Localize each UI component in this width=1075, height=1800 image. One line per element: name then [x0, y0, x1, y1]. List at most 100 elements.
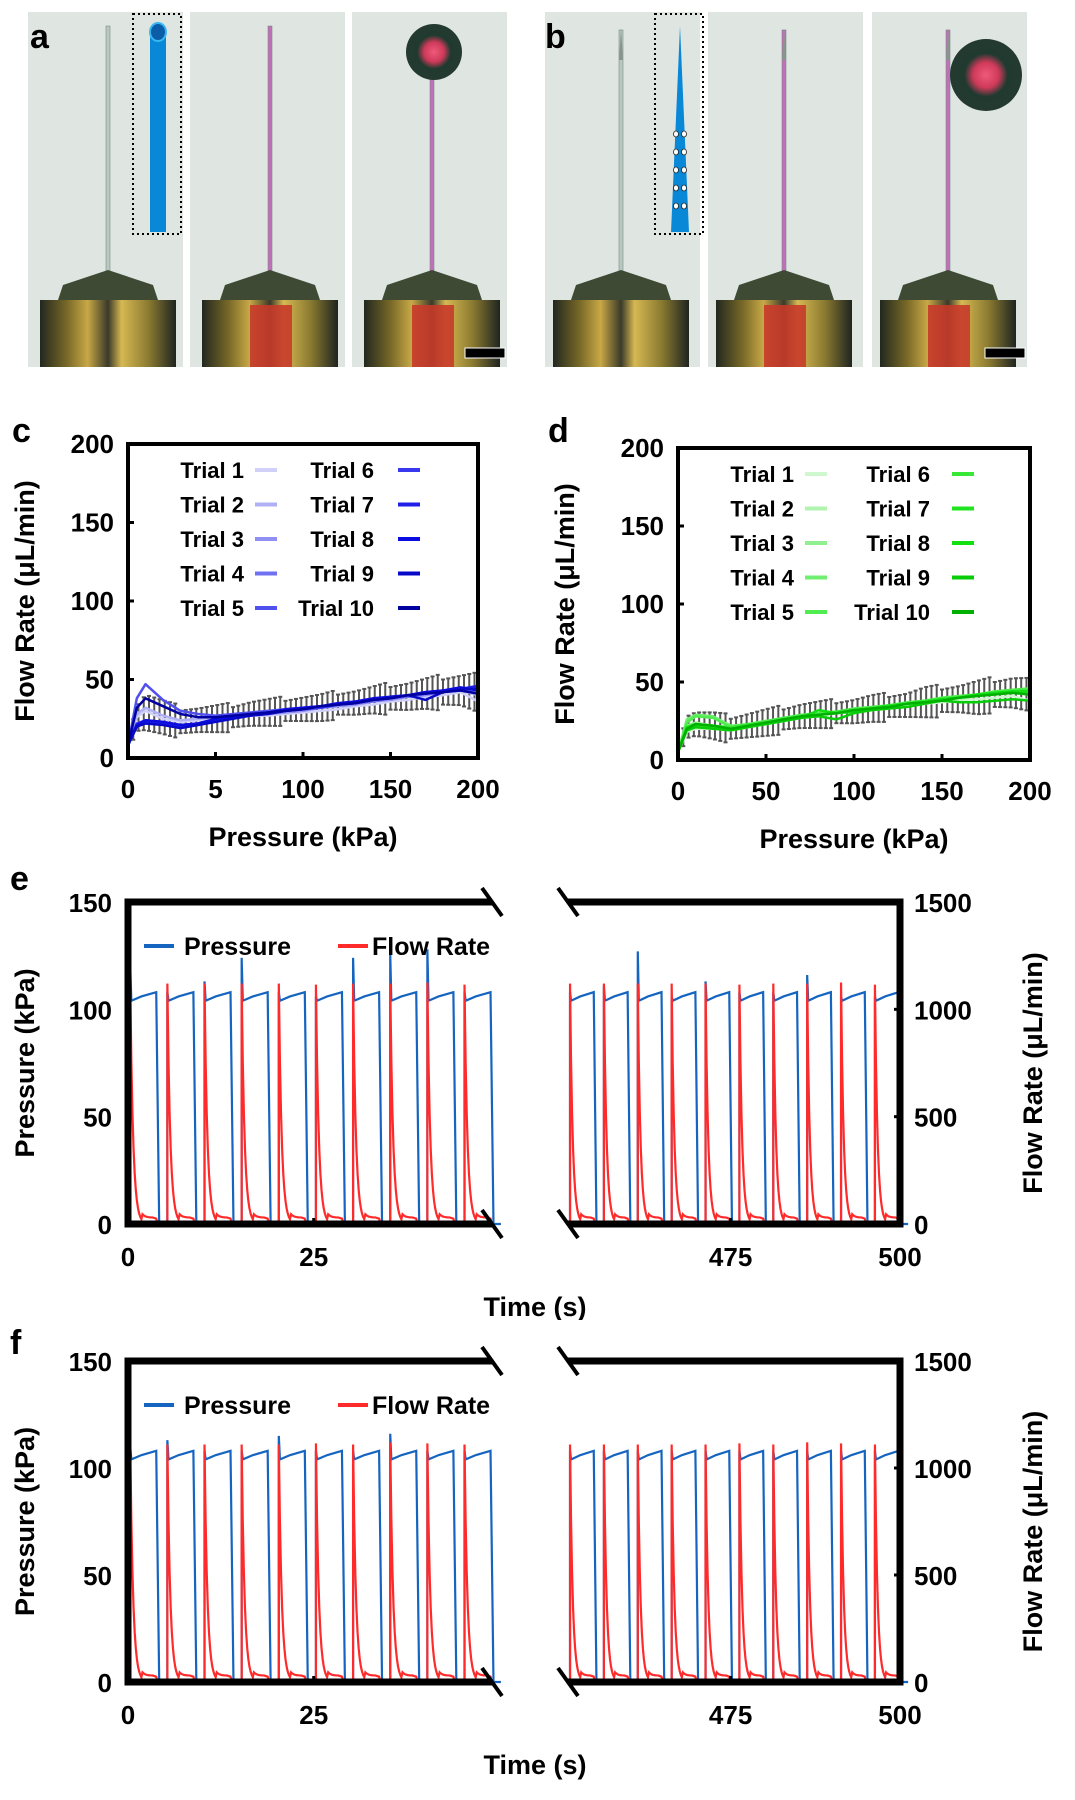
flow-pulse	[277, 1444, 308, 1683]
flow-pulse	[839, 982, 868, 1225]
side-hole-icon	[681, 166, 687, 174]
flow-pulse	[738, 1443, 766, 1683]
needle-hub	[571, 270, 671, 300]
axis-break-mark	[556, 1208, 580, 1240]
flow-pulse	[873, 984, 902, 1225]
y-axis-label-right: Flow Rate (μL/min)	[1018, 1411, 1048, 1653]
y-tick-label-right: 0	[914, 1210, 928, 1240]
flow-pulse	[314, 1443, 345, 1683]
scale-bar	[984, 347, 1026, 359]
legend-label-flow: Flow Rate	[372, 933, 490, 961]
legend-label: Trial 2	[180, 493, 244, 518]
microscope-images: a b	[28, 12, 1027, 367]
x-tick-label: 0	[671, 776, 685, 806]
legend-label: Trial 1	[730, 462, 794, 487]
legend-label: Trial 9	[310, 562, 374, 587]
inset-frame	[654, 13, 704, 235]
plot-frame	[676, 446, 1032, 762]
x-tick-label: 0	[121, 1700, 135, 1730]
flow-pulse	[351, 983, 382, 1225]
needle	[105, 25, 111, 272]
needle	[945, 29, 951, 276]
side-hole-icon	[681, 148, 687, 156]
inset-frame	[132, 13, 182, 235]
side-hole-icon	[681, 130, 687, 138]
y-axis-label: Flow Rate (μL/min)	[550, 483, 580, 725]
flow-pulse	[704, 1444, 732, 1683]
flow-pulse	[772, 983, 800, 1225]
legend-label: Trial 3	[730, 531, 794, 556]
legend-label-flow: Flow Rate	[372, 1392, 490, 1420]
needle-hub	[220, 270, 320, 300]
x-tick-label: 100	[832, 776, 875, 806]
legend-label: Trial 5	[730, 600, 794, 625]
x-tick-label: 0	[121, 1242, 135, 1272]
y-axis-label: Flow Rate (μL/min)	[10, 480, 40, 722]
flow-pulse	[351, 1444, 382, 1683]
flow-pulse	[602, 983, 631, 1225]
photo-frame	[545, 12, 704, 367]
y-axis-label-left: Pressure (kPa)	[10, 1427, 40, 1616]
y-tick-label-right: 500	[914, 1103, 957, 1133]
legend-label: Trial 6	[866, 462, 930, 487]
flow-pulse	[129, 983, 159, 1225]
legend-label: Trial 8	[866, 531, 930, 556]
flow-pulse	[602, 1444, 631, 1683]
x-tick-label: 150	[369, 774, 412, 804]
flow-pulse	[463, 984, 494, 1225]
axis-break-mark	[480, 1345, 504, 1377]
dye-fill	[764, 305, 806, 367]
x-tick-label: 200	[1008, 776, 1051, 806]
y-tick-label-left: 150	[69, 888, 112, 918]
y-tick-label: 150	[71, 508, 114, 538]
flow-pulse	[240, 1444, 271, 1683]
y-tick-label-right: 1500	[914, 888, 972, 918]
flow-pulse	[389, 1442, 419, 1683]
y-tick-label: 0	[650, 745, 664, 775]
side-hole-icon	[673, 148, 679, 156]
y-tick-label-right: 1500	[914, 1347, 972, 1377]
y-tick-label-left: 50	[83, 1103, 112, 1133]
x-tick-label: 50	[752, 776, 781, 806]
photo-frame	[708, 12, 863, 367]
flow-pulse	[389, 983, 419, 1225]
y-tick-label-left: 0	[98, 1668, 112, 1698]
y-tick-label-right: 0	[914, 1668, 928, 1698]
x-tick-label: 0	[121, 774, 135, 804]
needle-model-icon	[671, 26, 689, 232]
legend-label: Trial 9	[866, 566, 930, 591]
flow-pulse	[806, 983, 834, 1225]
flow-pulse	[839, 1443, 868, 1683]
needle-hub	[734, 270, 834, 300]
series-line-trial-9	[676, 697, 1031, 753]
x-tick-label: 475	[709, 1242, 752, 1272]
side-hole-icon	[673, 184, 679, 192]
panel-label-b: b	[545, 18, 566, 56]
needle-hub	[898, 270, 998, 300]
y-tick-label: 100	[621, 589, 664, 619]
flow-pulse	[277, 983, 308, 1225]
syringe-body	[553, 300, 689, 367]
flow-pulse	[203, 1444, 234, 1683]
series-line-trial-10	[676, 691, 1031, 753]
legend-label: Trial 5	[180, 596, 244, 621]
y-tick-label-left: 150	[69, 1347, 112, 1377]
flow-pulse	[772, 1444, 800, 1683]
needle	[618, 29, 624, 276]
x-axis-label: Pressure (kPa)	[759, 824, 948, 854]
flow-pulse	[636, 983, 664, 1225]
x-axis-label: Time (s)	[483, 1292, 586, 1320]
axis-break-mark	[480, 886, 504, 918]
series-line-trial-10	[126, 689, 479, 746]
legend-label-pressure: Pressure	[184, 1392, 291, 1420]
x-axis-label: Time (s)	[483, 1750, 586, 1780]
needle-opening-icon	[149, 22, 167, 42]
needle	[267, 25, 273, 272]
legend-label-pressure: Pressure	[184, 933, 291, 961]
flow-pulse	[670, 983, 698, 1225]
scale-bar	[464, 347, 506, 359]
legend-label: Trial 10	[854, 600, 930, 625]
y-tick-label-right: 500	[914, 1561, 957, 1591]
side-hole-icon	[681, 184, 687, 192]
